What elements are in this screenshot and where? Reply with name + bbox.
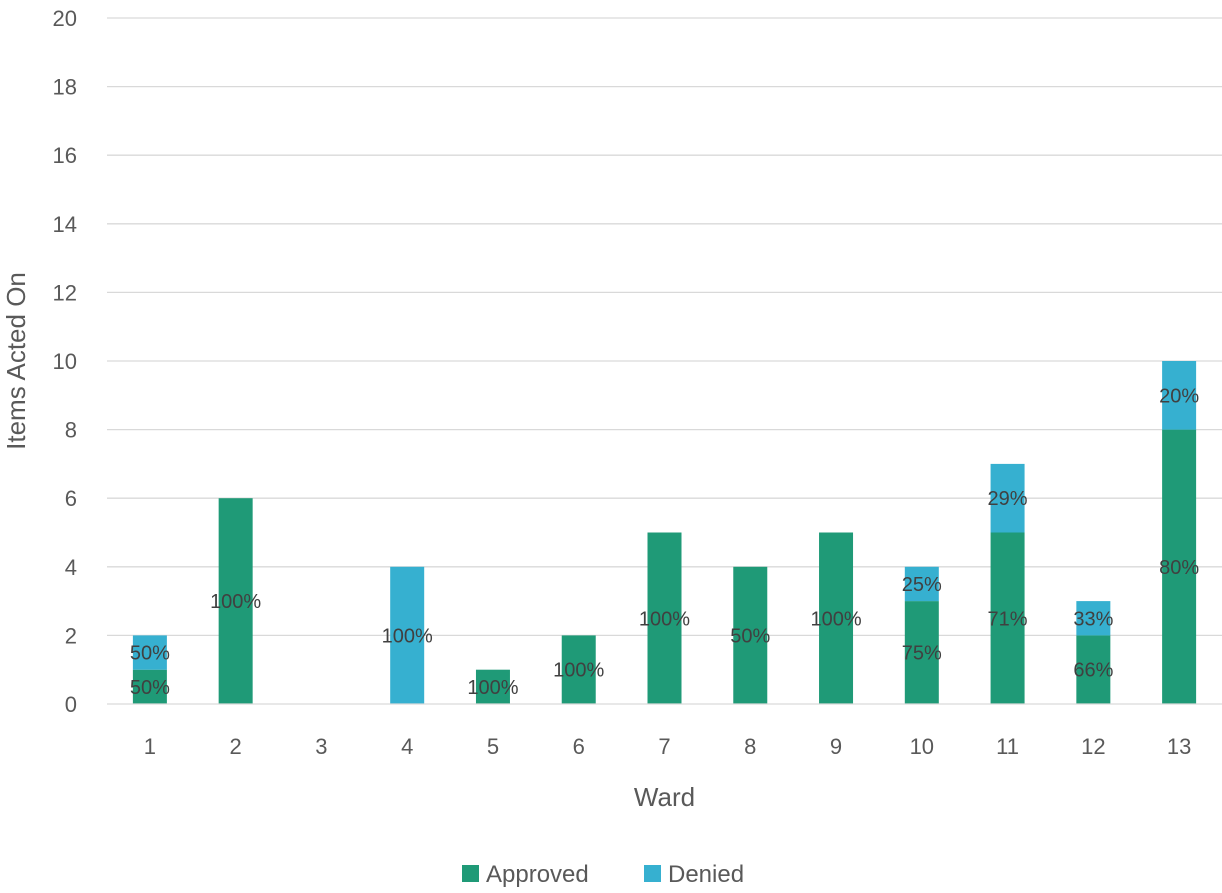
- x-tick-label: 2: [230, 734, 242, 759]
- data-label-denied-ward-1: 50%: [130, 643, 170, 665]
- bar-approved-ward-9: [819, 532, 854, 704]
- bar-denied-ward-13: [1162, 361, 1197, 430]
- legend: Approved Denied: [462, 861, 744, 888]
- bar-approved-ward-7: [647, 532, 682, 704]
- legend-swatch-denied: [644, 865, 661, 882]
- x-tick-label: 12: [1081, 734, 1105, 759]
- bar-denied-ward-1: [132, 635, 167, 670]
- y-tick-label: 4: [65, 555, 77, 580]
- x-tick-label: 8: [744, 734, 756, 759]
- data-label-approved-ward-1: 50%: [130, 677, 170, 699]
- x-tick-label: 7: [658, 734, 670, 759]
- x-tick-label: 4: [401, 734, 413, 759]
- bar-approved-ward-11: [990, 532, 1025, 704]
- bar-approved-ward-10: [904, 601, 939, 704]
- data-label-approved-ward-5: 100%: [467, 677, 518, 699]
- x-axis-ticks: 1 2 3 4 5 6 7 8 9 10 11 12 13: [144, 734, 1192, 759]
- y-tick-label: 6: [65, 486, 77, 511]
- x-tick-label: 1: [144, 734, 156, 759]
- data-label-approved-ward-2: 100%: [210, 591, 261, 613]
- data-label-approved-ward-9: 100%: [810, 608, 861, 630]
- data-label-approved-ward-13: 80%: [1159, 557, 1199, 579]
- bar-approved-ward-12: [1076, 635, 1111, 704]
- x-tick-label: 10: [910, 734, 934, 759]
- bar-approved-ward-8: [733, 566, 768, 704]
- bar-denied-ward-11: [990, 463, 1025, 533]
- y-tick-label: 2: [65, 623, 77, 648]
- gridlines: [107, 17, 1222, 637]
- data-label-approved-ward-12: 66%: [1073, 660, 1113, 682]
- bar-approved-ward-6: [561, 635, 596, 704]
- y-tick-label: 0: [65, 692, 77, 717]
- data-label-denied-ward-10: 25%: [902, 574, 942, 596]
- y-axis-ticks: 0 2 4 6 8 10 12 14 16 18 20: [53, 6, 77, 717]
- y-tick-label: 8: [65, 418, 77, 443]
- x-tick-label: 9: [830, 734, 842, 759]
- data-label-approved-ward-11: 71%: [988, 608, 1028, 630]
- x-tick-label: 6: [573, 734, 585, 759]
- data-label-approved-ward-8: 50%: [730, 625, 770, 647]
- legend-swatch-approved: [462, 865, 479, 882]
- y-tick-label: 18: [53, 75, 77, 100]
- data-label-denied-ward-4: 100%: [382, 625, 433, 647]
- x-tick-label: 3: [315, 734, 327, 759]
- x-tick-label: 5: [487, 734, 499, 759]
- data-label-approved-ward-6: 100%: [553, 660, 604, 682]
- data-label-approved-ward-10: 75%: [902, 643, 942, 665]
- bar-denied-ward-10: [904, 566, 939, 602]
- y-tick-label: 12: [53, 280, 77, 305]
- data-labels: 50% 50% 100% 100% 100% 100% 100% 50% 100% 75% 25% 7…: [130, 385, 1199, 699]
- bar-approved-ward-13: [1162, 429, 1197, 704]
- bars: [132, 361, 1197, 704]
- x-axis-title: Ward: [634, 782, 695, 812]
- data-label-denied-ward-13: 20%: [1159, 385, 1199, 407]
- x-tick-label: 13: [1167, 734, 1191, 759]
- bar-approved-ward-2: [218, 498, 253, 704]
- y-tick-label: 20: [53, 6, 77, 31]
- bar-denied-ward-12: [1076, 601, 1111, 636]
- y-tick-label: 10: [53, 349, 77, 374]
- bar-approved-ward-1: [132, 669, 167, 704]
- data-label-denied-ward-12: 33%: [1073, 608, 1113, 630]
- bar-approved-ward-5: [475, 669, 510, 704]
- y-tick-label: 14: [53, 212, 77, 237]
- data-label-denied-ward-11: 29%: [988, 488, 1028, 510]
- bar-denied-ward-4: [390, 566, 425, 704]
- y-tick-label: 16: [53, 143, 77, 168]
- data-label-approved-ward-7: 100%: [639, 608, 690, 630]
- legend-label-denied: Denied: [668, 861, 744, 888]
- x-tick-label: 11: [996, 734, 1019, 759]
- legend-label-approved: Approved: [486, 861, 589, 888]
- y-axis-title: Items Acted On: [1, 272, 31, 450]
